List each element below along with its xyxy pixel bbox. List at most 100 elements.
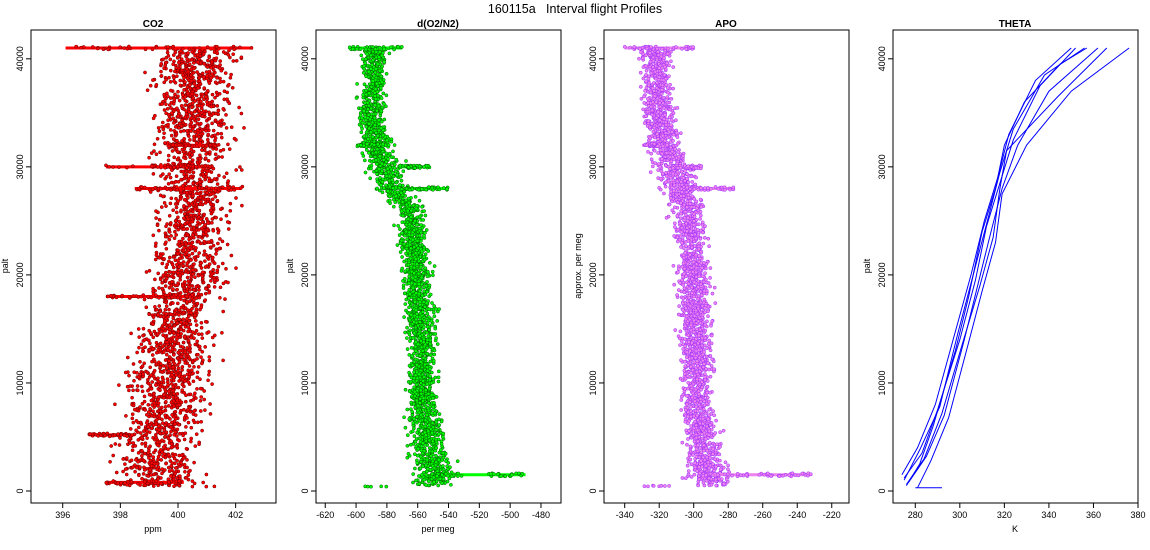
co2-point bbox=[209, 278, 213, 283]
co2-point bbox=[163, 358, 168, 362]
co2-point bbox=[175, 398, 180, 403]
co2-point bbox=[238, 45, 242, 50]
co2-point bbox=[185, 316, 189, 321]
do2n2-point bbox=[430, 269, 435, 274]
co2-point bbox=[231, 59, 236, 63]
co2-point bbox=[228, 201, 233, 206]
co2-point bbox=[129, 480, 134, 485]
co2-point bbox=[203, 156, 208, 161]
co2-point bbox=[136, 481, 140, 486]
co2-point bbox=[166, 383, 171, 387]
co2-point bbox=[177, 438, 181, 443]
do2n2-point bbox=[382, 102, 386, 106]
co2-point bbox=[174, 444, 179, 448]
co2-point bbox=[181, 433, 185, 438]
co2-point bbox=[195, 70, 199, 74]
co2-point bbox=[140, 349, 145, 354]
do2n2-point bbox=[382, 186, 386, 191]
co2-point bbox=[127, 44, 131, 49]
co2-point bbox=[117, 165, 121, 169]
co2-point bbox=[212, 484, 217, 489]
co2-point bbox=[181, 456, 186, 460]
co2-point bbox=[166, 112, 171, 117]
co2-point bbox=[161, 194, 165, 199]
co2-point bbox=[177, 379, 181, 383]
co2-point bbox=[180, 368, 184, 372]
co2-point bbox=[134, 465, 139, 470]
co2-point bbox=[172, 323, 177, 328]
co2-point bbox=[159, 458, 164, 462]
co2-point bbox=[195, 107, 200, 111]
co2-point bbox=[232, 47, 237, 52]
co2-point bbox=[174, 210, 179, 215]
do2n2-ytick-label: 20000 bbox=[300, 262, 310, 287]
co2-point bbox=[214, 252, 218, 256]
co2-point bbox=[198, 398, 203, 403]
co2-point bbox=[211, 267, 216, 272]
co2-point bbox=[130, 448, 135, 453]
co2-point bbox=[144, 305, 149, 310]
co2-point bbox=[210, 382, 214, 386]
co2-point bbox=[127, 388, 131, 393]
co2-point bbox=[191, 66, 196, 71]
co2-point bbox=[172, 361, 177, 366]
co2-point bbox=[124, 456, 129, 460]
co2-point bbox=[170, 338, 175, 343]
co2-xtick-label: 402 bbox=[228, 510, 243, 520]
co2-point bbox=[174, 373, 178, 377]
co2-point bbox=[187, 83, 192, 87]
co2-point bbox=[187, 241, 191, 246]
co2-point bbox=[216, 230, 221, 235]
co2-point bbox=[182, 204, 186, 208]
co2-point bbox=[167, 359, 171, 363]
co2-point bbox=[156, 395, 161, 399]
co2-point bbox=[161, 344, 165, 349]
co2-point bbox=[164, 366, 169, 371]
co2-point bbox=[176, 462, 181, 467]
co2-point bbox=[148, 341, 152, 346]
co2-point bbox=[160, 438, 164, 443]
co2-point bbox=[107, 165, 111, 169]
co2-point bbox=[173, 219, 178, 223]
co2-point bbox=[163, 334, 168, 339]
co2-point bbox=[226, 142, 230, 147]
co2-point bbox=[249, 46, 254, 50]
co2-point bbox=[163, 405, 168, 409]
co2-point bbox=[184, 446, 189, 451]
panel-do2n2-title: d(O2/N2) bbox=[417, 19, 459, 30]
co2-point bbox=[176, 332, 181, 337]
co2-point bbox=[194, 432, 199, 437]
co2-point bbox=[176, 94, 180, 99]
do2n2-point bbox=[407, 417, 412, 421]
co2-point bbox=[203, 408, 207, 412]
co2-point bbox=[214, 215, 218, 220]
co2-point bbox=[171, 352, 176, 357]
co2-point bbox=[171, 265, 176, 270]
co2-point bbox=[192, 136, 197, 141]
do2n2-point bbox=[391, 204, 396, 209]
co2-point bbox=[157, 304, 162, 308]
do2n2-point bbox=[418, 388, 423, 393]
co2-point bbox=[187, 209, 191, 214]
do2n2-point bbox=[368, 176, 373, 181]
co2-point bbox=[151, 455, 156, 459]
co2-point bbox=[182, 462, 187, 467]
co2-point bbox=[220, 261, 225, 266]
co2-point bbox=[135, 370, 139, 375]
co2-point bbox=[189, 439, 193, 444]
co2-point bbox=[197, 440, 202, 445]
do2n2-point bbox=[354, 96, 359, 100]
co2-point bbox=[177, 244, 182, 248]
co2-point bbox=[182, 83, 186, 87]
do2n2-point bbox=[407, 287, 412, 292]
do2n2-point bbox=[432, 407, 436, 412]
co2-point bbox=[221, 106, 226, 111]
co2-point bbox=[209, 104, 214, 109]
co2-point bbox=[144, 270, 149, 274]
co2-point bbox=[169, 111, 174, 115]
co2-point bbox=[135, 350, 139, 355]
co2-point bbox=[192, 420, 197, 425]
co2-point bbox=[176, 89, 180, 94]
do2n2-point bbox=[427, 260, 432, 265]
co2-point bbox=[132, 378, 136, 383]
